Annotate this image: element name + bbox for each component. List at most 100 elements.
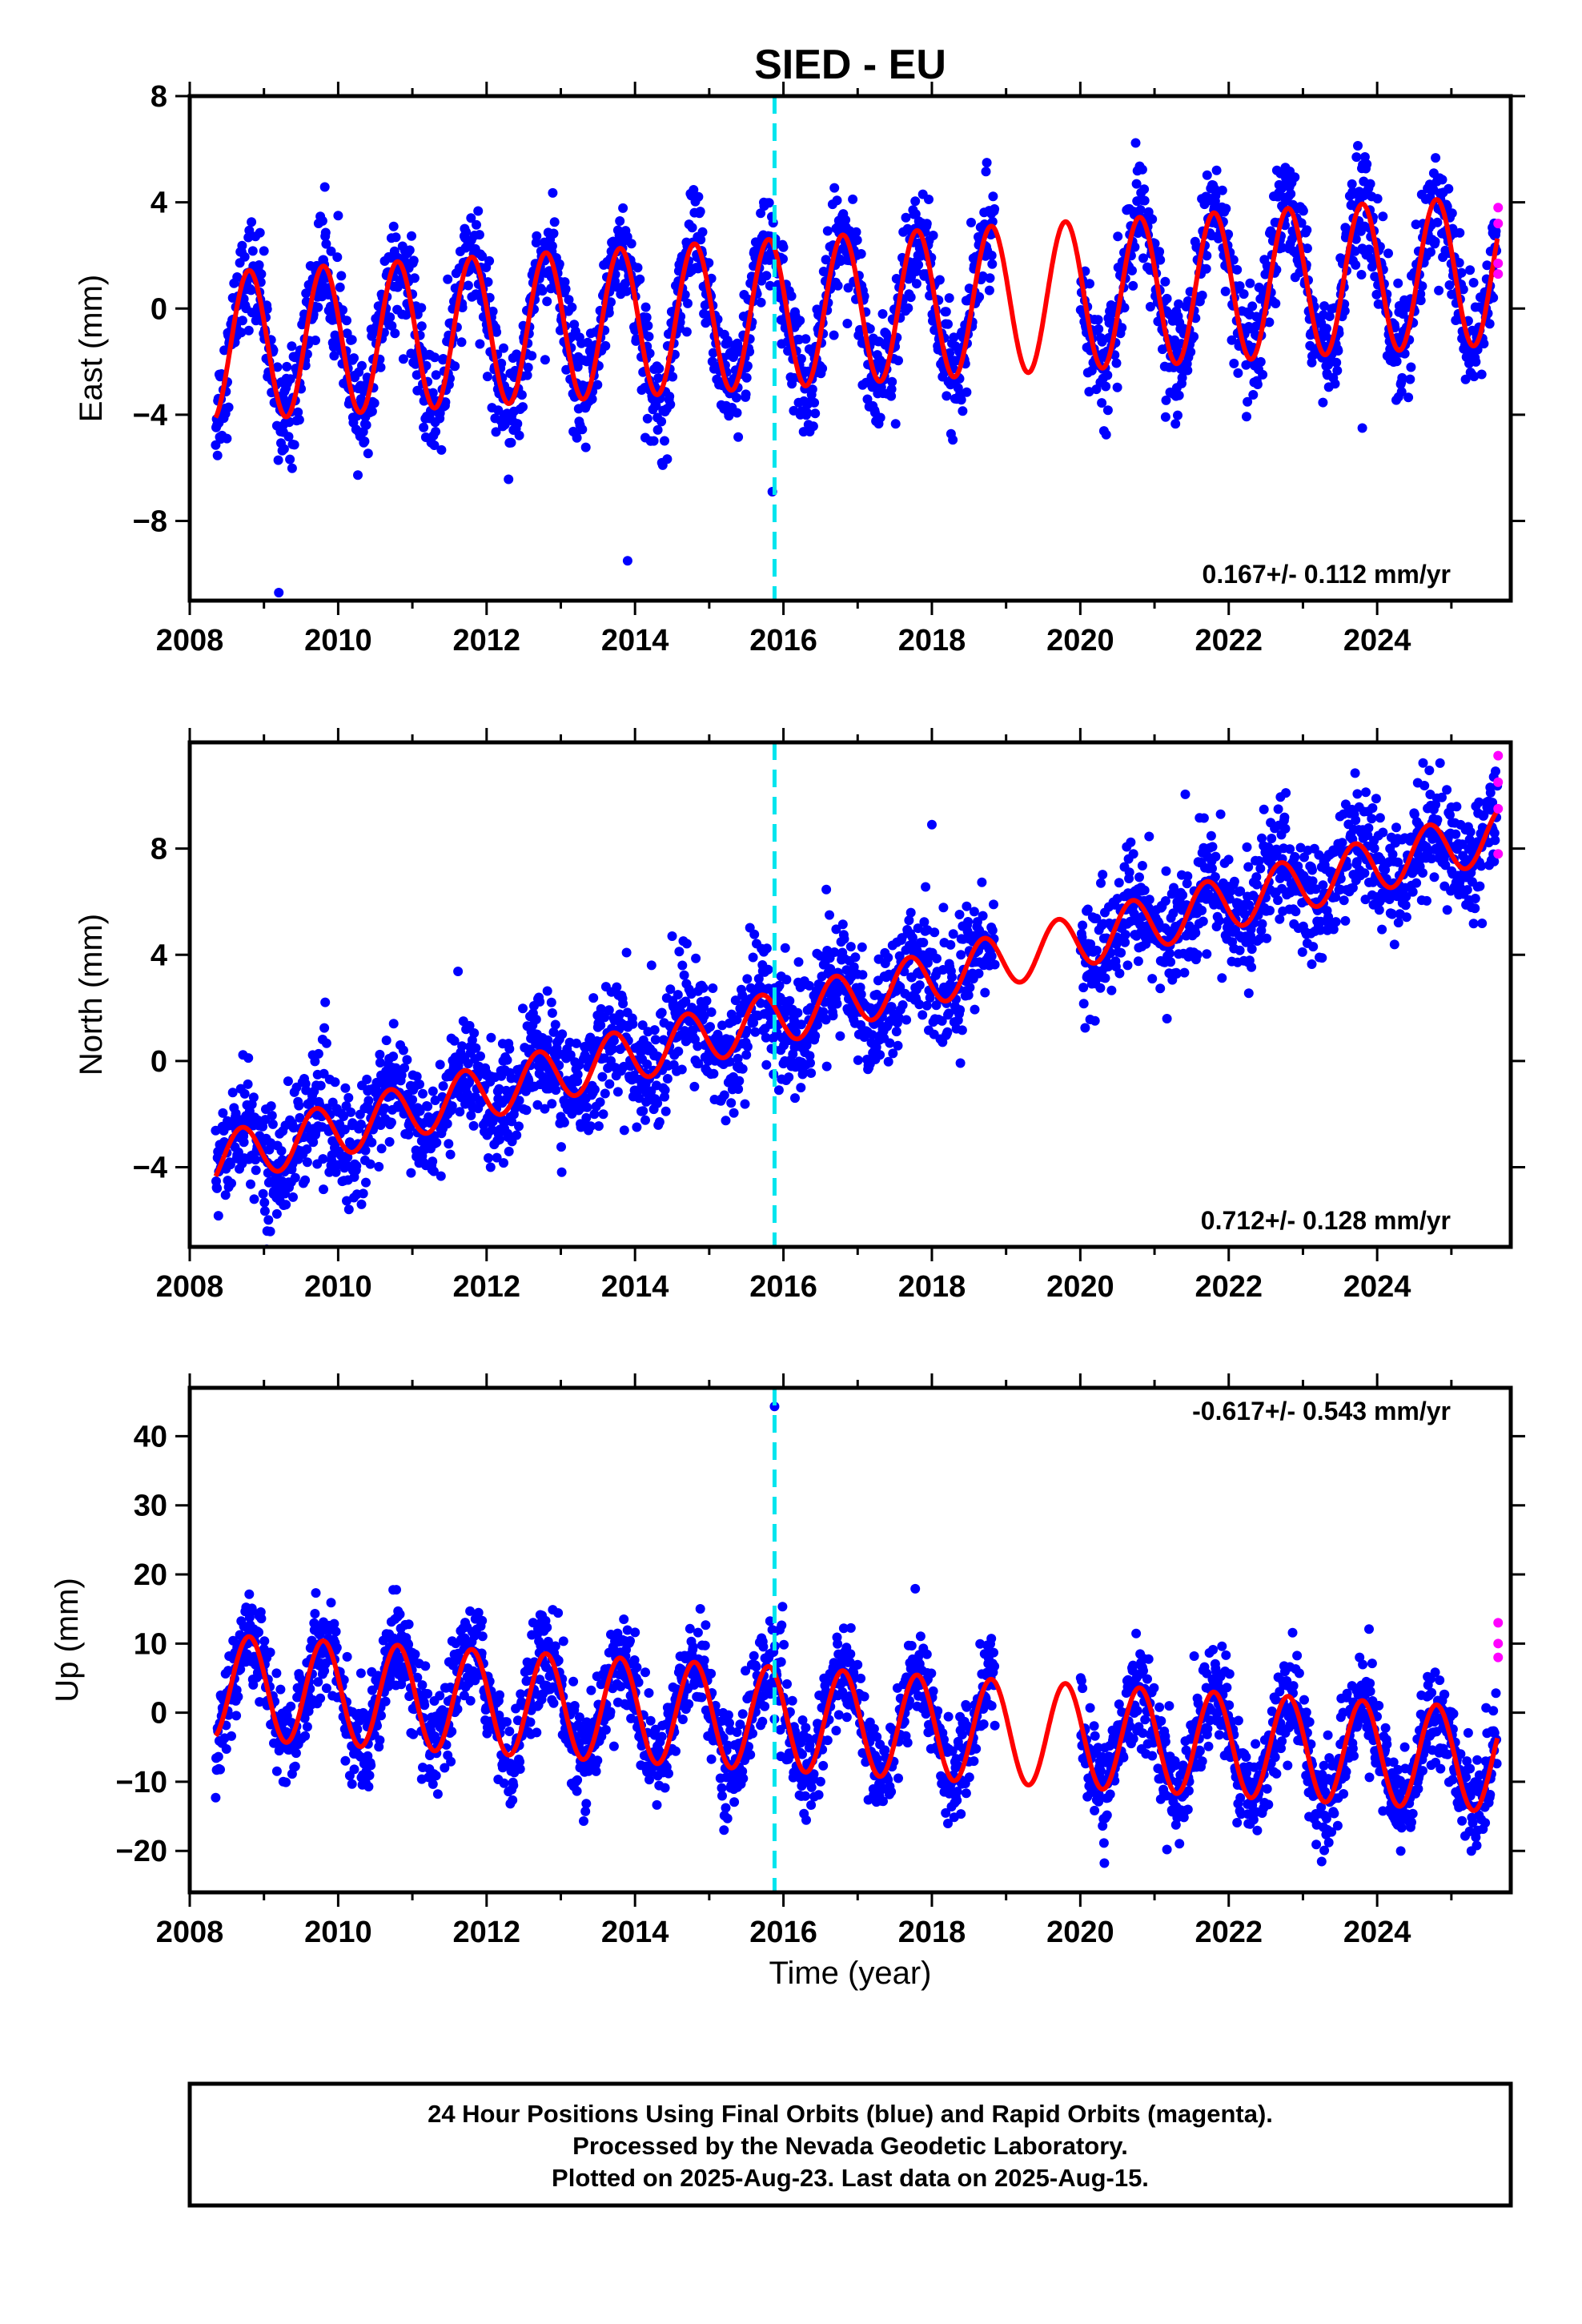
final-point (483, 277, 493, 287)
final-point (805, 1051, 815, 1061)
final-point (656, 1007, 667, 1018)
final-point (956, 395, 966, 405)
final-point (913, 259, 924, 270)
final-point (660, 1092, 669, 1102)
final-point (733, 1053, 743, 1063)
final-point (294, 415, 304, 425)
final-point (1137, 861, 1147, 870)
final-point (342, 316, 351, 326)
final-point (499, 1158, 508, 1168)
final-point (965, 983, 975, 993)
final-point (724, 411, 734, 421)
final-point (701, 995, 712, 1006)
final-point (484, 1153, 493, 1163)
y-tick-label: −8 (133, 505, 167, 539)
final-point (849, 962, 859, 972)
final-point (1139, 184, 1150, 195)
final-point (810, 1031, 821, 1041)
final-point (887, 376, 897, 387)
final-point (388, 1051, 399, 1062)
final-point (408, 255, 419, 266)
final-point (829, 947, 840, 957)
final-point (662, 454, 673, 464)
final-point (932, 954, 942, 963)
final-point (1484, 319, 1495, 329)
final-point (283, 432, 294, 442)
final-point (512, 419, 523, 429)
final-point (681, 327, 692, 337)
final-point (740, 1099, 750, 1109)
final-point (1102, 370, 1113, 380)
final-point (806, 1068, 817, 1078)
final-point (1114, 878, 1124, 888)
final-point (548, 228, 559, 239)
final-point (921, 219, 932, 229)
x-tick-label: 2014 (601, 624, 669, 657)
final-point (1273, 804, 1283, 814)
final-point (531, 1015, 541, 1024)
final-point (1351, 152, 1362, 163)
final-point (618, 999, 628, 1009)
final-point (1117, 323, 1127, 333)
final-point (1128, 280, 1138, 291)
final-point (1264, 317, 1275, 328)
final-point (1337, 838, 1347, 848)
final-point (1198, 916, 1208, 927)
final-point (628, 1019, 638, 1029)
final-point (1223, 854, 1234, 865)
final-point (449, 1035, 460, 1046)
x-tick-label: 2018 (898, 624, 966, 657)
final-point (401, 310, 412, 320)
final-point (239, 251, 250, 262)
final-point (918, 938, 929, 947)
final-point (428, 388, 438, 398)
final-point (1174, 390, 1184, 400)
final-point (1297, 947, 1307, 957)
final-point (732, 408, 742, 418)
final-point (974, 968, 984, 979)
final-point (300, 1175, 311, 1185)
final-point (501, 1085, 512, 1096)
final-point (1353, 141, 1363, 151)
final-point (560, 277, 570, 287)
final-point (1189, 332, 1199, 342)
final-point (606, 297, 616, 308)
final-point (635, 274, 645, 284)
final-point (474, 230, 484, 240)
final-point (1170, 419, 1181, 429)
panel-frame (187, 94, 1513, 603)
final-point (966, 217, 976, 227)
final-point (535, 996, 545, 1007)
x-tick-label: 2022 (1195, 624, 1263, 657)
final-point (1233, 368, 1243, 378)
final-point (886, 384, 897, 394)
final-point (415, 1080, 424, 1089)
final-point (795, 316, 805, 326)
final-point (219, 345, 230, 356)
final-point (680, 290, 690, 300)
final-point (829, 183, 840, 193)
final-point (317, 215, 327, 226)
final-point (320, 997, 331, 1007)
panel-north: 2008 2010 2012 2014 2016 2018 2020 2022 2024−404… (74, 728, 1525, 1304)
y-tick-label: 4 (151, 187, 167, 220)
final-point (287, 463, 297, 473)
final-point (416, 303, 427, 313)
final-point (469, 1028, 480, 1038)
final-point (1258, 369, 1268, 380)
final-point (620, 279, 630, 288)
final-point (473, 206, 484, 216)
final-point (353, 470, 363, 480)
final-point (251, 1155, 261, 1165)
final-point (388, 1019, 399, 1029)
final-point (737, 990, 748, 1000)
final-point (213, 1211, 223, 1221)
final-point (674, 947, 685, 957)
final-point (1116, 947, 1126, 958)
final-point (1202, 251, 1212, 261)
final-point (652, 1098, 663, 1108)
final-point (615, 216, 625, 226)
final-point (251, 1165, 261, 1176)
final-point (730, 995, 741, 1006)
final-point (673, 990, 683, 1000)
